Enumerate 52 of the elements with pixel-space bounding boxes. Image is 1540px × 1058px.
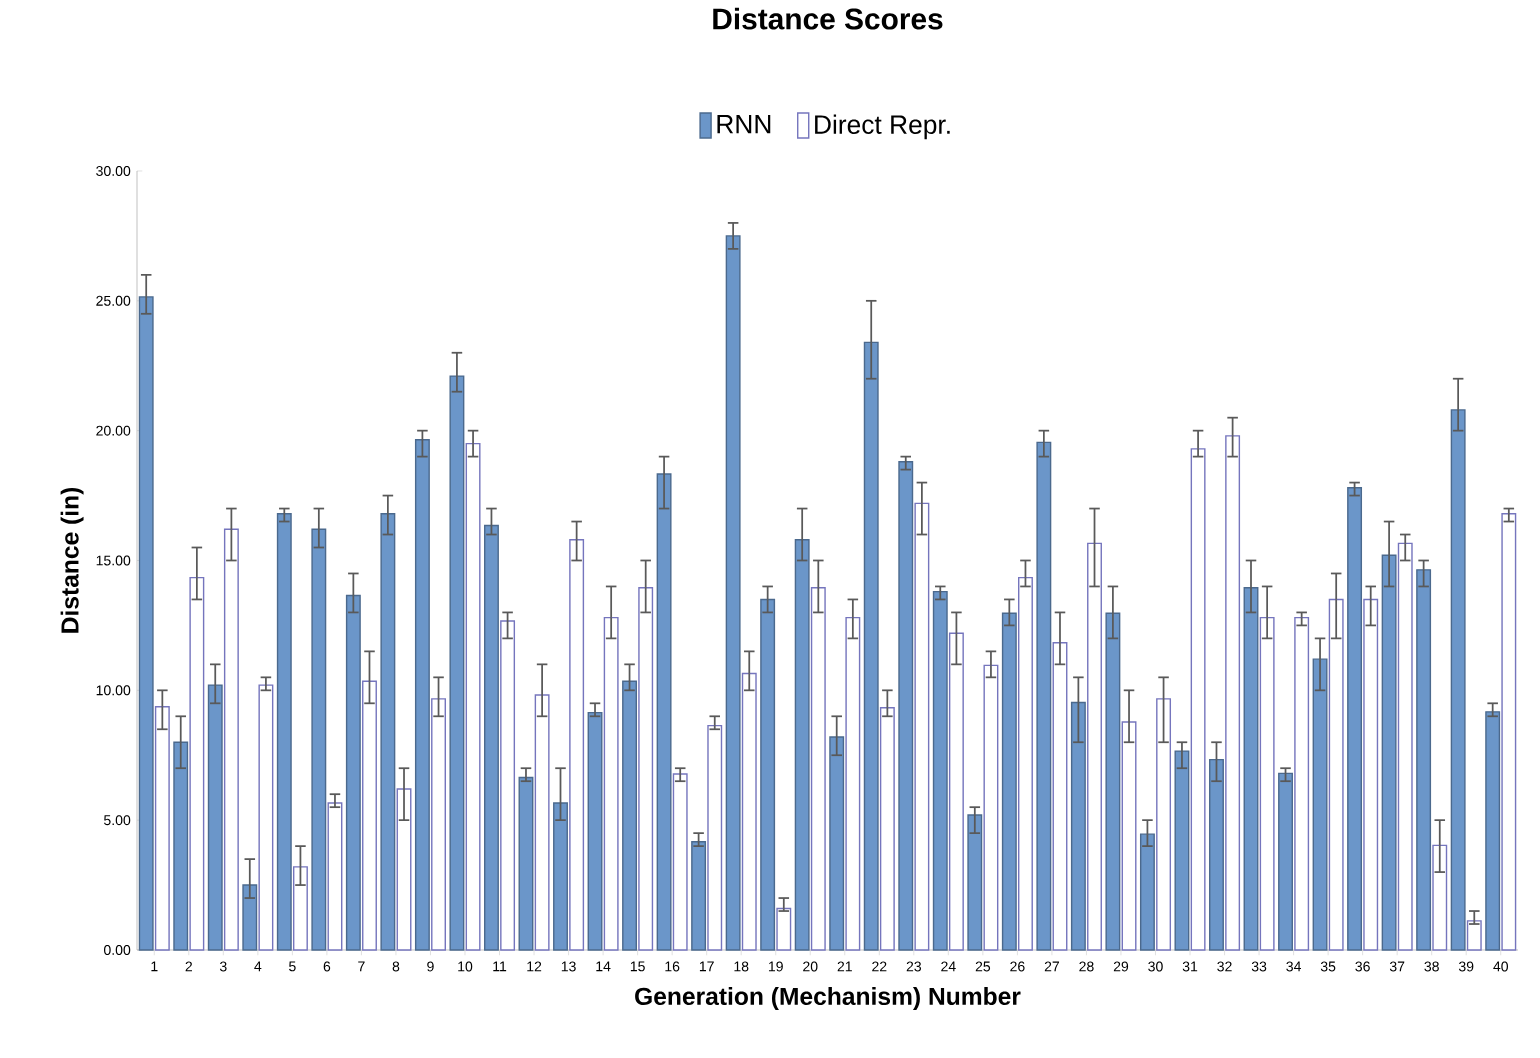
x-tick-label: 15 <box>630 961 645 972</box>
x-tick-label: 23 <box>906 961 922 972</box>
x-tick-label: 9 <box>427 961 434 972</box>
x-tick-label: 20 <box>803 961 818 972</box>
x-tick-label: 38 <box>1424 961 1439 972</box>
x-tick-label: 18 <box>734 961 749 972</box>
x-tick-label: 12 <box>527 961 542 972</box>
x-tick-label: 28 <box>1079 961 1094 972</box>
y-tick-label: 30.00 <box>96 166 131 176</box>
x-tick-label: 33 <box>1251 961 1267 972</box>
x-tick-label: 36 <box>1355 961 1370 972</box>
chart-title: Distance Scores <box>713 7 943 30</box>
x-tick-label: 32 <box>1217 961 1232 972</box>
x-tick-label: 34 <box>1286 961 1302 972</box>
x-tick-label: 1 <box>151 961 158 972</box>
y-tick-label: 20.00 <box>96 425 131 436</box>
x-tick-label: 26 <box>1010 961 1025 972</box>
x-tick-label: 29 <box>1113 961 1129 972</box>
x-tick-label: 16 <box>665 961 680 972</box>
x-tick-label: 2 <box>185 961 192 972</box>
y-tick-label: 5.00 <box>103 815 131 826</box>
y-tick-label: 0.00 <box>103 945 131 955</box>
legend-label: Direct Repr. <box>815 114 950 140</box>
y-tick-label: 25.00 <box>96 295 131 306</box>
x-tick-label: 17 <box>699 961 714 972</box>
x-tick-label: 40 <box>1493 961 1509 972</box>
x-tick-label: 3 <box>219 961 227 972</box>
x-tick-label: 25 <box>975 961 991 972</box>
x-tick-label: 39 <box>1458 961 1474 972</box>
x-axis-title: Generation (Mechanism) Number <box>635 986 1021 1010</box>
x-tick-label: 21 <box>837 961 852 972</box>
x-tick-label: 11 <box>493 961 507 972</box>
x-tick-label: 22 <box>872 961 887 972</box>
x-tick-label: 6 <box>323 961 331 972</box>
x-tick-label: 5 <box>289 961 296 972</box>
legend-label: RNN <box>717 115 771 134</box>
y-tick-label: 10.00 <box>96 685 131 696</box>
x-tick-label: 7 <box>358 961 365 972</box>
x-tick-label: 8 <box>392 961 400 972</box>
x-tick-label: 35 <box>1320 961 1336 972</box>
x-tick-label: 19 <box>768 961 783 972</box>
x-tick-label: 13 <box>561 961 576 972</box>
x-tick-label: 10 <box>458 961 473 972</box>
x-tick-label: 30 <box>1148 961 1163 972</box>
x-tick-label: 14 <box>596 961 611 972</box>
y-tick-label: 15.00 <box>96 555 131 566</box>
y-axis-title: Distance (in) <box>60 487 84 633</box>
x-tick-label: 27 <box>1044 961 1060 972</box>
x-tick-label: 24 <box>941 961 956 972</box>
x-tick-label: 4 <box>254 961 262 972</box>
x-tick-label: 31 <box>1182 961 1198 972</box>
x-tick-label: 37 <box>1389 961 1405 972</box>
